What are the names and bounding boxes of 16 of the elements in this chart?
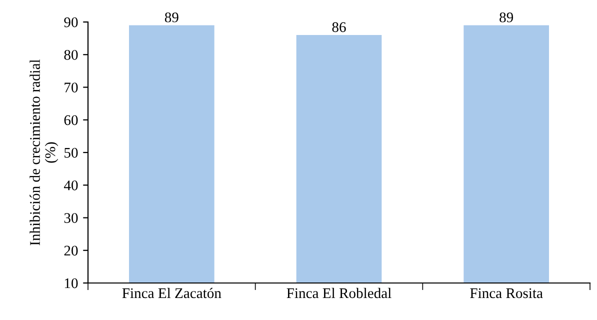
- data-label: 86: [332, 22, 346, 32]
- y-tick-label: 30: [64, 213, 78, 223]
- y-tick-label: 80: [64, 50, 78, 60]
- x-tick-label: Finca El Zacatón: [122, 288, 222, 298]
- x-tick-label: Finca El Robledal: [286, 288, 392, 298]
- x-tick-label: Finca Rosita: [470, 288, 543, 298]
- y-tick-label: 90: [64, 17, 78, 28]
- y-tick-label: 70: [64, 82, 78, 92]
- y-tick-label: 10: [64, 278, 78, 288]
- y-tick-label: 60: [64, 115, 78, 126]
- data-label: 89: [500, 12, 514, 22]
- y-tick-label: 40: [64, 180, 78, 190]
- y-tick-label: 50: [64, 148, 78, 158]
- y-tick-label: 20: [64, 246, 78, 256]
- y-axis-title: Inhibición de crecimiento radial (%): [30, 59, 58, 246]
- data-label: 89: [164, 12, 178, 22]
